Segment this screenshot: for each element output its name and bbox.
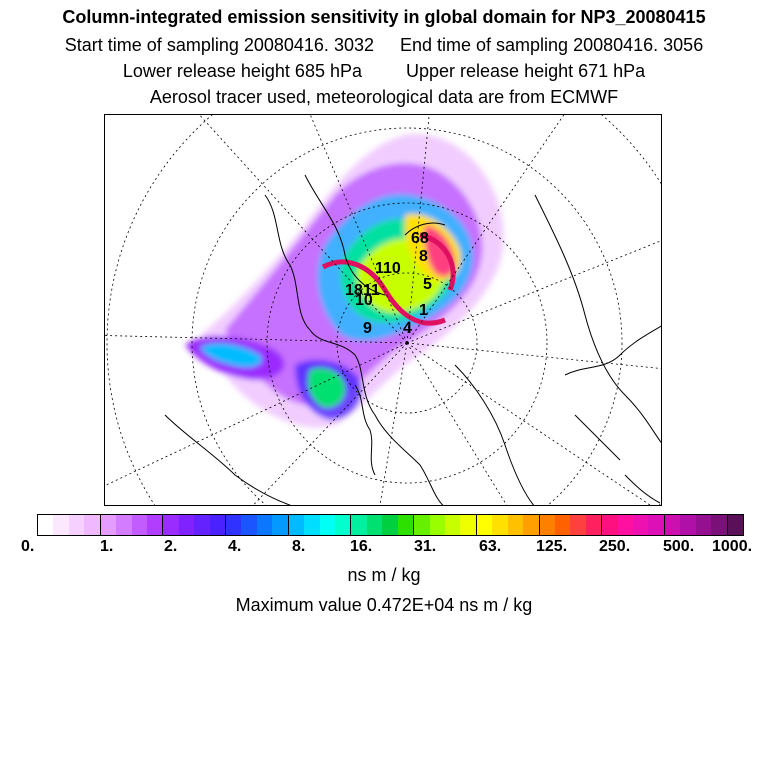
- map-label: 110: [375, 260, 401, 277]
- coastlines: [164, 174, 661, 505]
- colorbar-segment: [397, 515, 415, 535]
- colorbar-segment: [585, 515, 603, 535]
- colorbar-segment: [209, 515, 227, 535]
- colorbar-tick: 0.: [21, 538, 35, 555]
- map-label: 1: [419, 302, 428, 319]
- colorbar-tick: 500.: [663, 538, 695, 555]
- colorbar-segment: [319, 515, 336, 535]
- colorbar-segment: [241, 515, 257, 535]
- colorbar-segment: [84, 515, 101, 535]
- colorbar-segment: [429, 515, 445, 535]
- tracer-info: Aerosol tracer used, meteorological data…: [149, 87, 619, 107]
- colorbar-tick: 1.: [100, 538, 114, 555]
- colorbar-segment: [366, 515, 383, 535]
- colorbar-segment: [476, 515, 493, 535]
- colorbar-segment: [602, 515, 618, 535]
- high-sensitivity-arc: [321, 259, 446, 326]
- colorbar-segment: [68, 515, 85, 535]
- maximum-value: Maximum value 0.472E+04 ns m / kg: [235, 595, 533, 615]
- colorbar-tick: 125.: [536, 538, 568, 555]
- map-label: 9: [363, 320, 372, 337]
- release-heights: Lower release height 685 hPa Upper releas…: [0, 60, 768, 82]
- colorbar-segment: [648, 515, 665, 535]
- map-frame: 68 8 110 5 18 11 10 1 9 4: [104, 114, 662, 506]
- sampling-times: Start time of sampling 20080416. 3032 End…: [0, 34, 768, 56]
- colorbar-segment: [617, 515, 634, 535]
- colorbar-segment: [444, 515, 461, 535]
- colorbar-segment: [178, 515, 195, 535]
- colorbar-segment: [194, 515, 210, 535]
- colorbar-tick: 250.: [599, 538, 631, 555]
- colorbar-segment: [382, 515, 398, 535]
- colorbar-segment: [131, 515, 147, 535]
- colorbar-segment: [304, 515, 320, 535]
- lower-release-height: Lower release height 685 hPa: [122, 61, 362, 81]
- colorbar-segment: [256, 515, 273, 535]
- colorbar-tick: 31.: [414, 538, 437, 555]
- end-time: End time of sampling 20080416. 3056: [399, 35, 704, 55]
- colorbar-segment: [539, 515, 555, 535]
- colorbar-segment: [727, 515, 743, 535]
- colorbar-segment: [492, 515, 508, 535]
- colorbar-segment: [288, 515, 305, 535]
- colorbar-segment: [351, 515, 367, 535]
- map-grid: [105, 115, 661, 505]
- colorbar-tick: 8.: [292, 538, 306, 555]
- colorbar-segment: [664, 515, 681, 535]
- colorbar-segment: [163, 515, 179, 535]
- colorbar-segment: [146, 515, 164, 535]
- upper-release-height: Upper release height 671 hPa: [406, 61, 646, 81]
- map-label: 8: [419, 248, 428, 265]
- colorbar-segment: [414, 515, 430, 535]
- colorbar-segment: [507, 515, 524, 535]
- colorbar-segment: [53, 515, 69, 535]
- map-label: 18: [345, 282, 363, 299]
- map-label: 68: [411, 230, 429, 247]
- colorbar-segment: [272, 515, 289, 535]
- emission-sensitivity-map: 68 8 110 5 18 11 10 1 9 4: [105, 115, 661, 505]
- colorbar-tick: 2.: [164, 538, 178, 555]
- colorbar-segment: [226, 515, 242, 535]
- colorbar-segment: [554, 515, 571, 535]
- map-label: 11: [363, 282, 380, 299]
- start-time: Start time of sampling 20080416. 3032: [64, 35, 374, 55]
- colorbar-tick: 1000.: [712, 538, 753, 555]
- colorbar-segment: [680, 515, 696, 535]
- map-label: 10: [355, 292, 373, 309]
- colorbar-segment: [116, 515, 132, 535]
- colorbar-segment: [695, 515, 712, 535]
- colorbar: [37, 514, 744, 536]
- map-label: 5: [423, 276, 432, 293]
- chart-title: Column-integrated emission sensitivity i…: [62, 7, 706, 27]
- colorbar-segment: [100, 515, 117, 535]
- colorbar-segment: [335, 515, 352, 535]
- colorbar-segment: [633, 515, 649, 535]
- colorbar-segment: [711, 515, 728, 535]
- map-labels: 68 8 110 5 18 11 10 1 9 4: [345, 230, 432, 337]
- map-label: 4: [403, 320, 412, 337]
- colorbar-units: ns m / kg: [347, 565, 421, 585]
- colorbar-segment: [38, 515, 54, 535]
- colorbar-segment: [570, 515, 586, 535]
- colorbar-tick: 63.: [479, 538, 502, 555]
- colorbar-segment: [460, 515, 477, 535]
- colorbar-tick: 16.: [350, 538, 373, 555]
- sensitivity-plume: [185, 134, 504, 428]
- colorbar-tick: 4.: [228, 538, 242, 555]
- colorbar-segment: [523, 515, 540, 535]
